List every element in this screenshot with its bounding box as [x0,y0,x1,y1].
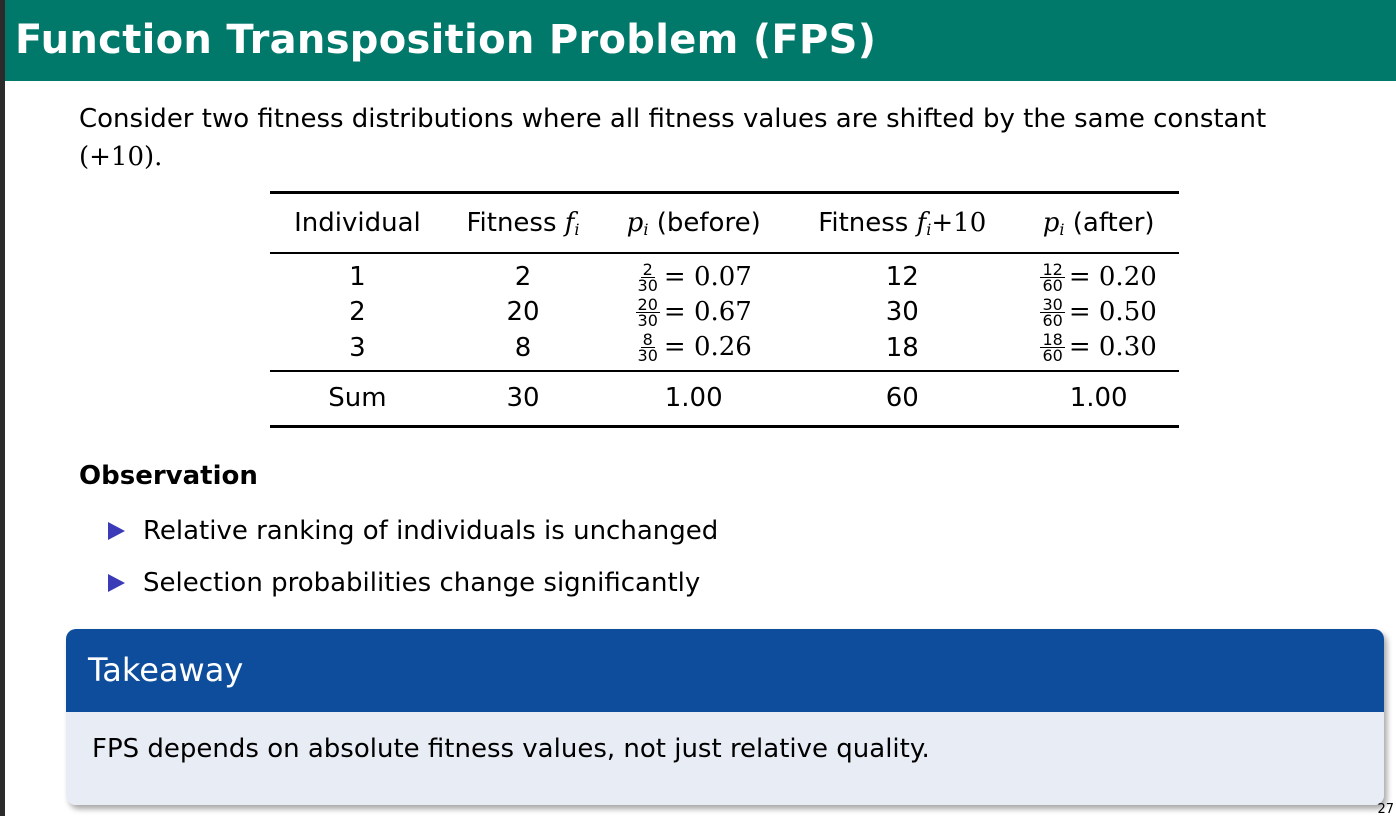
cell-individual: 2 [349,297,366,327]
cell-fitness: 8 [514,332,532,363]
table-sum-row: Sum 30 1.00 60 1.00 [270,369,1179,428]
takeaway-title: Takeaway [66,629,1384,712]
page-number: 27 [1377,802,1394,817]
header-p-after: pi (after) [1018,191,1179,254]
cell-fitness-shifted: 30 [885,297,919,327]
cell-p-after: 30 60 = 0.50 [1040,294,1157,330]
sum-p-after: 1.00 [1018,369,1179,428]
fraction: 30 60 [1040,294,1065,330]
fraction: 2 30 [637,259,658,295]
table-row: 3 8 8 30 = 0.26 18 18 60 = 0.30 [270,332,1179,371]
cell-p-after: 18 60 = 0.30 [1040,330,1157,365]
fraction: 20 30 [635,294,660,330]
sum-p-before: 1.00 [601,369,787,428]
cell-p-before: 8 30 = 0.26 [637,330,752,365]
bullet-text: Relative ranking of individuals is uncha… [143,516,719,546]
intro-text: Consider two fitness distributions where… [79,100,1319,176]
bullet-text: Selection probabilities change significa… [143,568,701,598]
table-row: 2 20 20 30 = 0.67 30 30 60 = 0.50 [270,293,1179,332]
fraction: 18 60 [1040,330,1065,365]
table-row: 1 2 2 30 = 0.07 12 12 60 = 0.20 [270,253,1179,293]
intro-line-1: Consider two fitness distributions where… [79,104,1267,134]
cell-p-before: 20 30 = 0.67 [635,294,752,330]
observation-list: Relative ranking of individuals is uncha… [108,505,718,609]
list-item: Selection probabilities change significa… [108,557,718,609]
cell-fitness-shifted: 12 [885,262,919,292]
sum-label: Sum [270,369,445,428]
left-edge-border [0,0,5,816]
takeaway-text: FPS depends on absolute fitness values, … [66,712,1384,805]
cell-p-before: 2 30 = 0.07 [637,259,752,295]
bullet-triangle-icon [108,522,125,540]
cell-individual: 3 [349,332,366,363]
cell-p-after: 12 60 = 0.20 [1040,259,1157,295]
slide-title: Function Transposition Problem (FPS) [15,17,877,63]
header-individual: Individual [270,191,445,254]
cell-individual: 1 [349,262,366,292]
header-p-before: pi (before) [601,191,787,254]
fraction: 12 60 [1040,259,1065,295]
takeaway-block: Takeaway FPS depends on absolute fitness… [66,629,1384,805]
title-bar: Function Transposition Problem (FPS) [5,0,1396,81]
intro-line-2: (+10). [79,142,163,172]
fitness-table: Individual Fitness fi pi (before) Fitnes… [270,191,1179,428]
cell-fitness-shifted: 18 [885,332,919,363]
observation-heading: Observation [79,461,258,491]
sum-fitness: 30 [444,369,602,428]
table-header-row: Individual Fitness fi pi (before) Fitnes… [270,191,1179,254]
cell-fitness: 20 [506,297,540,327]
list-item: Relative ranking of individuals is uncha… [108,505,718,557]
fraction: 8 30 [637,330,658,365]
sum-fitness-shifted: 60 [786,369,1019,428]
header-fitness: Fitness fi [444,191,602,254]
cell-fitness: 2 [514,262,532,292]
header-fitness-shifted: Fitness fi+10 [786,191,1019,254]
bullet-triangle-icon [108,574,125,592]
